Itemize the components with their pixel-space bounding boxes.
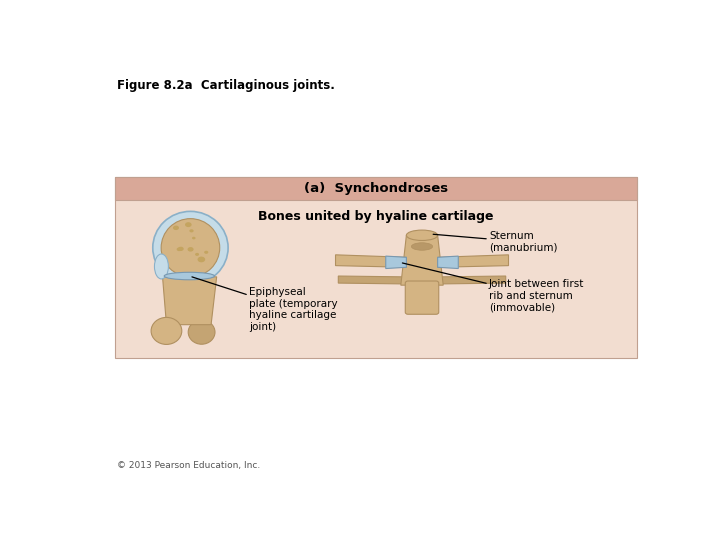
Circle shape xyxy=(178,247,184,251)
Circle shape xyxy=(173,226,179,230)
Text: Sternum
(manubrium): Sternum (manubrium) xyxy=(433,231,557,253)
Circle shape xyxy=(176,247,181,251)
Ellipse shape xyxy=(153,211,228,284)
Text: © 2013 Pearson Education, Inc.: © 2013 Pearson Education, Inc. xyxy=(117,461,260,470)
Ellipse shape xyxy=(155,254,168,279)
Text: Joint between first
rib and sternum
(immovable): Joint between first rib and sternum (imm… xyxy=(402,263,585,312)
Circle shape xyxy=(204,251,208,254)
FancyBboxPatch shape xyxy=(115,177,637,358)
Circle shape xyxy=(197,256,205,262)
Polygon shape xyxy=(438,255,508,267)
Ellipse shape xyxy=(406,230,438,240)
Circle shape xyxy=(192,237,196,239)
Polygon shape xyxy=(440,276,505,284)
Ellipse shape xyxy=(188,320,215,344)
Ellipse shape xyxy=(411,243,433,250)
Text: Epiphyseal
plate (temporary
hyaline cartilage
joint): Epiphyseal plate (temporary hyaline cart… xyxy=(192,277,338,332)
Polygon shape xyxy=(336,255,406,267)
Circle shape xyxy=(189,230,194,232)
Text: (a)  Synchondroses: (a) Synchondroses xyxy=(304,182,448,195)
Polygon shape xyxy=(438,256,458,268)
Circle shape xyxy=(185,222,192,227)
Polygon shape xyxy=(338,276,404,284)
Text: Bones united by hyaline cartilage: Bones united by hyaline cartilage xyxy=(258,211,494,224)
Text: Figure 8.2a  Cartilaginous joints.: Figure 8.2a Cartilaginous joints. xyxy=(117,79,335,92)
Ellipse shape xyxy=(151,318,181,345)
FancyBboxPatch shape xyxy=(115,177,637,200)
Polygon shape xyxy=(401,235,444,285)
Polygon shape xyxy=(386,256,406,268)
Ellipse shape xyxy=(161,219,220,277)
Circle shape xyxy=(195,253,199,256)
Circle shape xyxy=(187,247,194,252)
Ellipse shape xyxy=(164,272,215,280)
Polygon shape xyxy=(163,277,217,325)
FancyBboxPatch shape xyxy=(405,281,438,314)
